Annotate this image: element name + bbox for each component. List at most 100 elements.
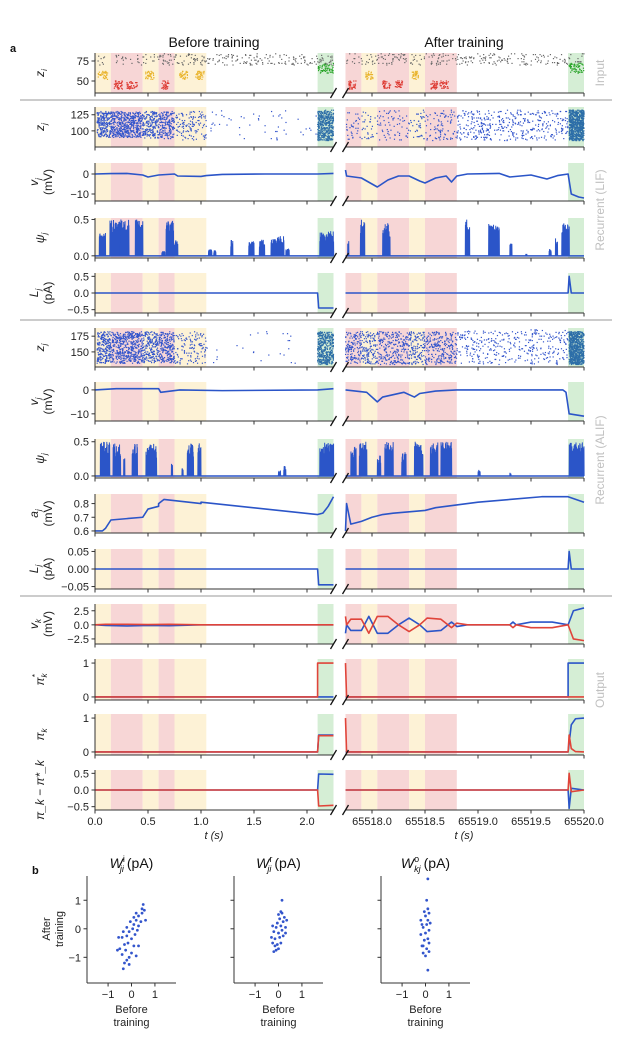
spike-dot (156, 119, 158, 121)
spike-dot (138, 350, 140, 352)
spike-dot (108, 123, 111, 126)
spike-dot (135, 115, 137, 117)
spike-dot (135, 136, 137, 138)
spike-dot (325, 139, 327, 142)
spike-dot (579, 133, 581, 135)
spike-dot (317, 139, 319, 141)
spike-dot (105, 359, 107, 361)
spike-dot (107, 118, 110, 120)
spike-dot (133, 350, 135, 352)
spike-dot (434, 86, 436, 88)
spike-dot (477, 123, 479, 126)
spike-dot (168, 127, 171, 129)
spike-dot (152, 134, 154, 136)
spike-dot (577, 72, 579, 74)
spike-dot (581, 136, 583, 138)
spike-dot (171, 120, 173, 122)
spike-dot (216, 54, 218, 56)
spike-dot (317, 123, 319, 126)
spike-dot (241, 57, 243, 59)
spike-dot (132, 112, 134, 115)
spike-dot (318, 125, 320, 127)
spike-dot (133, 117, 135, 119)
spike-dot (478, 117, 480, 119)
spike-dot (384, 136, 386, 138)
spike-dot (116, 117, 118, 119)
spike-dot (138, 62, 140, 64)
spike-dot (230, 119, 232, 121)
spike-dot (324, 121, 327, 123)
spike-dot (319, 118, 321, 120)
spike-dot (326, 123, 328, 125)
spike-dot (169, 114, 172, 116)
spike-dot (582, 113, 584, 115)
spike-dot (536, 139, 538, 141)
spike-dot (149, 130, 151, 132)
spike-dot (531, 128, 534, 131)
spike-dot (570, 132, 572, 134)
spike-dot (570, 66, 572, 68)
spike-dot (131, 335, 133, 337)
spike-dot (137, 129, 139, 131)
spike-dot (103, 334, 105, 336)
spike-dot (120, 125, 122, 127)
spike-dot (152, 112, 154, 115)
spike-dot (321, 121, 324, 124)
spike-dot (571, 125, 573, 127)
spike-dot (326, 117, 328, 119)
spike-dot (293, 57, 295, 59)
spike-dot (465, 110, 467, 113)
spike-dot (578, 66, 580, 68)
spike-dot (125, 58, 127, 60)
spike-dot (192, 116, 195, 118)
spike-dot (578, 126, 581, 128)
spike-dot (245, 62, 247, 64)
spike-dot (549, 114, 551, 116)
spike-dot (110, 346, 113, 349)
spike-dot (139, 121, 141, 123)
spike-dot (236, 59, 238, 61)
spike-dot (570, 114, 572, 116)
spike-dot (166, 132, 168, 135)
lif-voltage-after-axes (341, 163, 585, 207)
spike-dot (189, 127, 191, 129)
spike-dot (332, 134, 334, 136)
spike-dot (469, 128, 471, 131)
spike-dot (145, 62, 147, 64)
spike-dot (151, 116, 153, 118)
spike-dot (325, 63, 327, 65)
spike-dot (167, 111, 169, 113)
spike-dot (365, 72, 367, 74)
spike-dot (397, 80, 399, 82)
spike-dot (109, 355, 111, 357)
spike-dot (120, 126, 122, 128)
spike-dot (144, 134, 147, 136)
spike-dot (574, 71, 576, 73)
spike-dot (105, 110, 107, 113)
lif-spikes-after-axes (341, 107, 585, 153)
spike-dot (117, 113, 119, 115)
spike-dot (123, 125, 125, 127)
spike-dot (399, 132, 401, 135)
spike-dot (165, 88, 167, 90)
spike-dot (150, 76, 152, 78)
spike-dot (126, 123, 128, 126)
spike-dot (581, 138, 583, 140)
spike-dot (349, 82, 351, 84)
spike-dot (117, 338, 119, 340)
spike-dot (557, 118, 559, 120)
spike-dot (203, 73, 205, 75)
spike-dot (113, 134, 115, 136)
spike-dot (543, 137, 545, 139)
spike-dot (553, 135, 555, 137)
spike-dot (161, 136, 163, 138)
spike-dot (394, 86, 396, 88)
spike-dot (483, 118, 485, 120)
spike-dot (173, 112, 175, 114)
spike-dot (519, 124, 521, 126)
spike-dot (196, 59, 199, 61)
spike-dot (439, 132, 442, 134)
spike-dot (123, 113, 125, 115)
spike-dot (147, 78, 149, 80)
spike-dot (527, 111, 529, 113)
